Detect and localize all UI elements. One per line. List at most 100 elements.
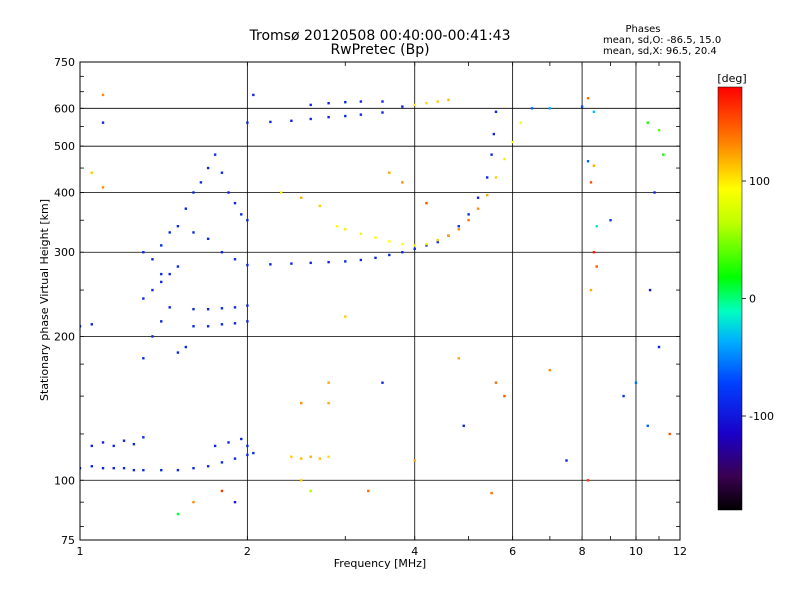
data-point: [142, 251, 145, 254]
data-point: [309, 261, 312, 265]
data-point: [220, 251, 224, 254]
data-point: [646, 121, 649, 124]
data-point: [503, 157, 506, 161]
data-point: [436, 240, 439, 244]
data-point: [192, 307, 195, 311]
data-point: [176, 468, 180, 472]
data-point: [142, 297, 145, 300]
data-point: [206, 166, 210, 170]
data-point: [290, 262, 293, 265]
data-point: [467, 219, 470, 222]
data-point: [213, 444, 217, 448]
data-point: [592, 164, 596, 167]
series-f1-lower: [80, 272, 249, 360]
data-point: [300, 401, 303, 405]
data-point: [151, 335, 154, 338]
plot-frame: [79, 61, 681, 541]
data-point: [476, 207, 480, 210]
y-tick-label: 600: [54, 102, 75, 115]
data-point: [413, 103, 416, 107]
data-point: [401, 181, 404, 184]
data-point: [240, 437, 243, 441]
data-point: [457, 357, 460, 360]
x-tick-label: 4: [411, 545, 418, 558]
series-f1-cloud: [142, 153, 249, 276]
data-point: [206, 307, 210, 311]
data-point: [233, 201, 237, 205]
data-point: [246, 320, 249, 323]
data-point: [494, 176, 498, 179]
x-axis-ticks: 1 2 4 6 8 10 12: [77, 62, 687, 558]
data-point: [335, 225, 339, 228]
data-point: [494, 110, 498, 114]
data-point: [220, 171, 224, 174]
data-point: [592, 251, 596, 254]
data-point: [279, 191, 283, 194]
data-point: [462, 424, 465, 428]
data-point: [359, 258, 363, 262]
data-point: [290, 119, 293, 123]
data-point: [586, 160, 590, 163]
y-tick-label: 500: [54, 140, 75, 153]
data-point: [530, 107, 534, 110]
data-point: [184, 345, 188, 349]
data-point: [90, 444, 93, 448]
data-point: [485, 176, 489, 179]
data-point: [142, 468, 145, 472]
data-point: [425, 244, 428, 247]
data-point: [327, 401, 330, 405]
x-tick-label: 10: [629, 545, 643, 558]
data-point: [401, 242, 404, 246]
data-point: [344, 228, 347, 231]
data-point: [220, 489, 224, 493]
data-point: [227, 191, 230, 194]
data-point: [176, 351, 180, 354]
data-point: [634, 381, 638, 384]
data-point: [327, 101, 330, 105]
data-point: [269, 120, 272, 124]
data-point: [609, 219, 612, 222]
series-es-yellow: [290, 455, 330, 460]
data-point: [90, 323, 93, 326]
data-point: [401, 105, 404, 108]
data-point: [246, 121, 249, 124]
data-point: [359, 100, 363, 103]
data-point: [112, 466, 115, 470]
data-point: [122, 466, 126, 470]
data-point: [80, 325, 82, 328]
series-f2-trace: [246, 110, 498, 267]
colorbar-tick-label: 100: [749, 175, 770, 188]
data-point: [220, 461, 224, 464]
x-tick-label: 2: [244, 545, 251, 558]
data-point: [300, 479, 303, 482]
data-point: [388, 171, 391, 174]
data-point: [565, 459, 568, 462]
data-point: [132, 468, 136, 472]
y-tick-label: 75: [61, 534, 75, 547]
x-tick-label: 8: [579, 545, 586, 558]
data-point: [309, 117, 312, 121]
x-tick-label: 12: [673, 545, 687, 558]
data-point: [192, 466, 195, 470]
data-point: [309, 103, 312, 107]
colorbar-label: [deg]: [717, 72, 746, 85]
data-point: [646, 424, 649, 428]
data-point: [290, 455, 293, 458]
data-point: [327, 115, 330, 119]
data-point: [142, 357, 145, 360]
data-point: [112, 444, 115, 448]
data-point: [595, 265, 598, 268]
data-point: [490, 491, 493, 495]
data-point: [90, 171, 93, 174]
data-point: [192, 500, 195, 504]
data-point: [586, 96, 590, 100]
data-point: [447, 234, 450, 237]
data-point: [206, 325, 210, 328]
data-point: [269, 263, 272, 266]
data-point: [586, 479, 590, 482]
data-point: [160, 280, 163, 284]
data-point: [151, 288, 154, 292]
data-point: [447, 98, 450, 102]
colorbar-tick-label: -100: [749, 410, 774, 423]
chart-title: Tromsø 20120508 00:40:00-00:41:43: [249, 28, 511, 44]
